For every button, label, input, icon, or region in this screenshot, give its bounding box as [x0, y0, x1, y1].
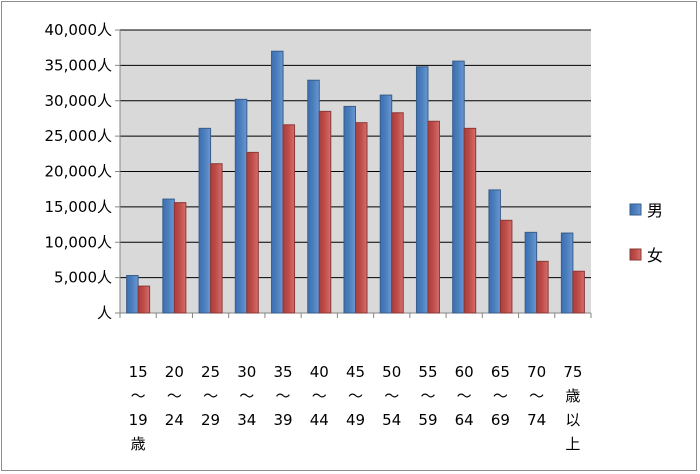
bar-female: [246, 151, 259, 314]
x-category-label: 20: [165, 363, 184, 381]
y-tick-label: 20,000人: [45, 163, 113, 181]
bar-female: [536, 260, 549, 314]
x-category-label: 以: [565, 411, 580, 429]
legend-swatch: [629, 203, 642, 216]
x-category-label: 74: [527, 411, 546, 429]
x-category-label: 34: [237, 411, 256, 429]
legend-swatch: [629, 248, 642, 261]
x-category-label: 64: [455, 411, 474, 429]
y-tick-label: 10,000人: [45, 233, 113, 251]
x-category-label: 69: [491, 411, 510, 429]
x-category-label: 65: [491, 363, 510, 381]
bar-female: [391, 112, 404, 314]
x-category-label: ～: [276, 387, 291, 405]
bar-female: [463, 127, 477, 314]
x-category-label: 30: [237, 363, 256, 381]
x-category-label: 24: [165, 411, 184, 429]
legend-label: 女: [647, 246, 663, 265]
x-category-label: 歳: [131, 435, 146, 453]
x-category-label: 29: [201, 411, 220, 429]
bar-female: [318, 110, 332, 314]
y-tick-label: 5,000人: [54, 269, 112, 287]
y-tick-label: 15,000人: [45, 198, 113, 216]
x-category-label: ～: [420, 387, 435, 405]
bar-female: [355, 122, 368, 314]
x-category-label: 40: [310, 363, 329, 381]
x-category-label: ～: [312, 387, 327, 405]
x-category-label: 75: [563, 363, 582, 381]
legend-label: 男: [647, 201, 663, 220]
bar-male: [560, 232, 574, 314]
bar-male: [488, 189, 501, 314]
bar-male: [126, 275, 139, 314]
x-category-label: 45: [346, 363, 365, 381]
bar-male: [234, 98, 248, 314]
x-category-label: 上: [565, 435, 580, 453]
x-category-label: 歳: [565, 387, 580, 405]
x-category-label: 60: [455, 363, 474, 381]
bar-female: [282, 124, 296, 314]
bar-male: [452, 60, 465, 314]
x-category-label: 50: [382, 363, 401, 381]
bar-female: [427, 120, 440, 314]
bar-male: [307, 79, 320, 314]
y-tick-label: 人: [97, 304, 112, 322]
x-category-label: 35: [273, 363, 292, 381]
x-category-label: 39: [273, 411, 292, 429]
bar-male: [198, 127, 212, 314]
bar-male: [524, 231, 538, 314]
x-category-label: ～: [529, 387, 544, 405]
bar-female: [137, 285, 151, 314]
bar-female: [173, 202, 187, 314]
x-category-label: 49: [346, 411, 365, 429]
x-category-label: 19: [129, 411, 148, 429]
bar-male: [162, 198, 175, 314]
x-category-label: ～: [348, 387, 363, 405]
x-category-label: 25: [201, 363, 220, 381]
bar-male: [415, 66, 429, 314]
x-category-label: ～: [131, 387, 146, 405]
x-category-label: ～: [203, 387, 218, 405]
x-category-label: ～: [457, 387, 472, 405]
bar-male: [379, 94, 393, 314]
x-category-label: ～: [384, 387, 399, 405]
x-category-label: 54: [382, 411, 401, 429]
bar-female: [499, 219, 513, 314]
bar-female: [210, 163, 223, 314]
x-category-label: 44: [310, 411, 329, 429]
y-tick-label: 35,000人: [45, 56, 113, 74]
x-category-label: 59: [418, 411, 437, 429]
y-tick-label: 25,000人: [45, 127, 113, 145]
bar-female: [572, 270, 585, 314]
x-category-label: ～: [493, 387, 508, 405]
x-category-label: 70: [527, 363, 546, 381]
y-tick-label: 40,000人: [45, 21, 113, 39]
x-category-label: ～: [167, 387, 182, 405]
x-category-label: 55: [418, 363, 437, 381]
bar-male: [343, 105, 356, 314]
x-category-label: 15: [129, 363, 148, 381]
y-tick-label: 30,000人: [45, 92, 113, 110]
bar-male: [271, 50, 284, 314]
x-category-label: ～: [239, 387, 254, 405]
